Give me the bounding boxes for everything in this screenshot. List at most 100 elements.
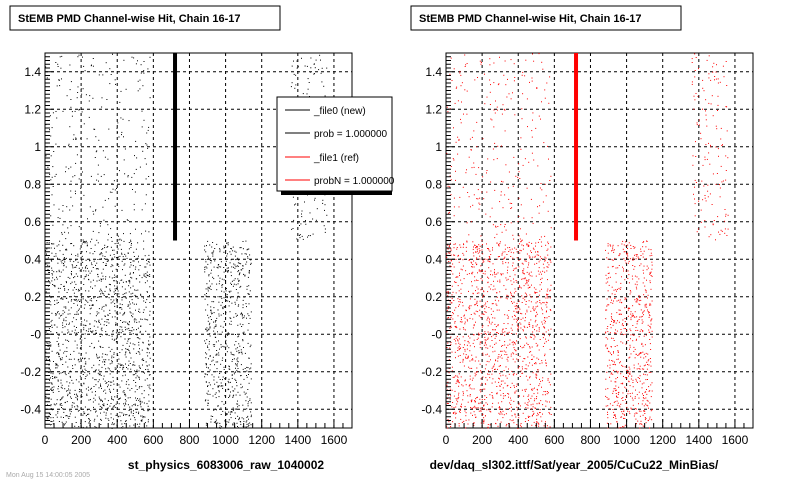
left-hit-point	[108, 260, 109, 261]
left-hit-point	[209, 287, 210, 288]
left-hit-point	[91, 300, 92, 301]
left-hit-point	[136, 377, 137, 378]
left-hit-point	[67, 333, 68, 334]
left-hit-point	[119, 102, 120, 103]
right-hit-point	[606, 306, 607, 307]
right-hit-point	[610, 423, 611, 424]
right-hit-point	[606, 257, 607, 258]
left-hit-point	[71, 243, 72, 244]
left-hit-point	[92, 331, 93, 332]
left-hit-point	[139, 348, 140, 349]
right-hit-point	[448, 421, 449, 422]
right-hit-point	[539, 327, 540, 328]
right-hit-point	[508, 394, 509, 395]
right-hit-point	[531, 297, 532, 298]
right-hit-point	[637, 355, 638, 356]
left-hit-point	[134, 256, 135, 257]
left-hit-point	[55, 365, 56, 366]
right-hit-point	[630, 371, 631, 372]
left-hit-point	[293, 220, 294, 221]
right-hit-point	[637, 298, 638, 299]
right-hit-point	[516, 319, 517, 320]
right-hit-point	[489, 377, 490, 378]
left-hit-point	[62, 408, 63, 409]
left-hit-point	[217, 361, 218, 362]
left-hit-point	[117, 302, 118, 303]
right-hit-point	[471, 359, 472, 360]
right-hit-point	[503, 181, 504, 182]
right-hit-point	[627, 370, 628, 371]
left-hit-point	[228, 381, 229, 382]
right-hit-point	[460, 119, 461, 120]
right-hit-point	[519, 235, 520, 236]
left-hit-point	[125, 403, 126, 404]
right-hit-point	[456, 413, 457, 414]
left-hit-point	[61, 373, 62, 374]
right-hit-point	[548, 159, 549, 160]
right-hit-point	[477, 280, 478, 281]
right-hit-point	[627, 372, 628, 373]
left-hit-point	[239, 280, 240, 281]
right-hit-point	[484, 337, 485, 338]
left-hit-point	[145, 231, 146, 232]
left-hit-point	[70, 261, 71, 262]
left-hit-point	[97, 274, 98, 275]
right-hit-point	[615, 273, 616, 274]
left-hit-point	[135, 382, 136, 383]
right-hit-point	[630, 338, 631, 339]
left-hit-point	[60, 259, 61, 260]
right-hit-point	[623, 258, 624, 259]
right-hit-point	[450, 301, 451, 302]
left-hit-point	[234, 344, 235, 345]
right-hit-point	[521, 204, 522, 205]
right-hit-point	[540, 400, 541, 401]
right-hit-point	[501, 334, 502, 335]
right-hit-point	[455, 375, 456, 376]
left-hit-point	[85, 242, 86, 243]
right-hit-point	[503, 252, 504, 253]
left-hit-point	[85, 271, 86, 272]
left-hit-point	[146, 319, 147, 320]
right-hit-point	[510, 340, 511, 341]
left-hit-point	[130, 363, 131, 364]
right-hit-point	[631, 248, 632, 249]
left-hit-point	[85, 304, 86, 305]
right-hit-point	[489, 409, 490, 410]
right-hit-point	[469, 157, 470, 158]
right-hit-point	[492, 247, 493, 248]
right-hit-point	[455, 352, 456, 353]
right-hit-point	[626, 263, 627, 264]
right-hit-point	[478, 292, 479, 293]
left-hit-point	[96, 300, 97, 301]
right-hit-point	[501, 355, 502, 356]
left-hit-point	[229, 305, 230, 306]
left-hit-point	[128, 349, 129, 350]
right-hit-point	[497, 325, 498, 326]
left-hit-point	[55, 367, 56, 368]
left-hit-point	[80, 408, 81, 409]
right-hit-point	[611, 338, 612, 339]
left-hit-point	[244, 315, 245, 316]
right-hit-point	[472, 380, 473, 381]
left-hit-point	[90, 282, 91, 283]
right-hit-point	[607, 365, 608, 366]
right-hit-point	[635, 284, 636, 285]
left-hit-point	[52, 387, 53, 388]
right-hit-point	[647, 298, 648, 299]
right-hit-point	[463, 114, 464, 115]
left-hit-point	[81, 94, 82, 95]
right-hit-point	[496, 343, 497, 344]
left-hit-point	[237, 363, 238, 364]
left-hit-point	[49, 174, 50, 175]
left-hit-point	[102, 367, 103, 368]
left-hit-point	[310, 72, 311, 73]
left-hit-point	[73, 261, 74, 262]
right-hit-point	[455, 417, 456, 418]
right-hit-point	[473, 407, 474, 408]
left-hit-point	[206, 283, 207, 284]
right-hit-point	[535, 362, 536, 363]
right-hit-point	[535, 407, 536, 408]
left-hit-point	[246, 426, 247, 427]
left-hit-point	[224, 307, 225, 308]
left-hit-point	[235, 418, 236, 419]
